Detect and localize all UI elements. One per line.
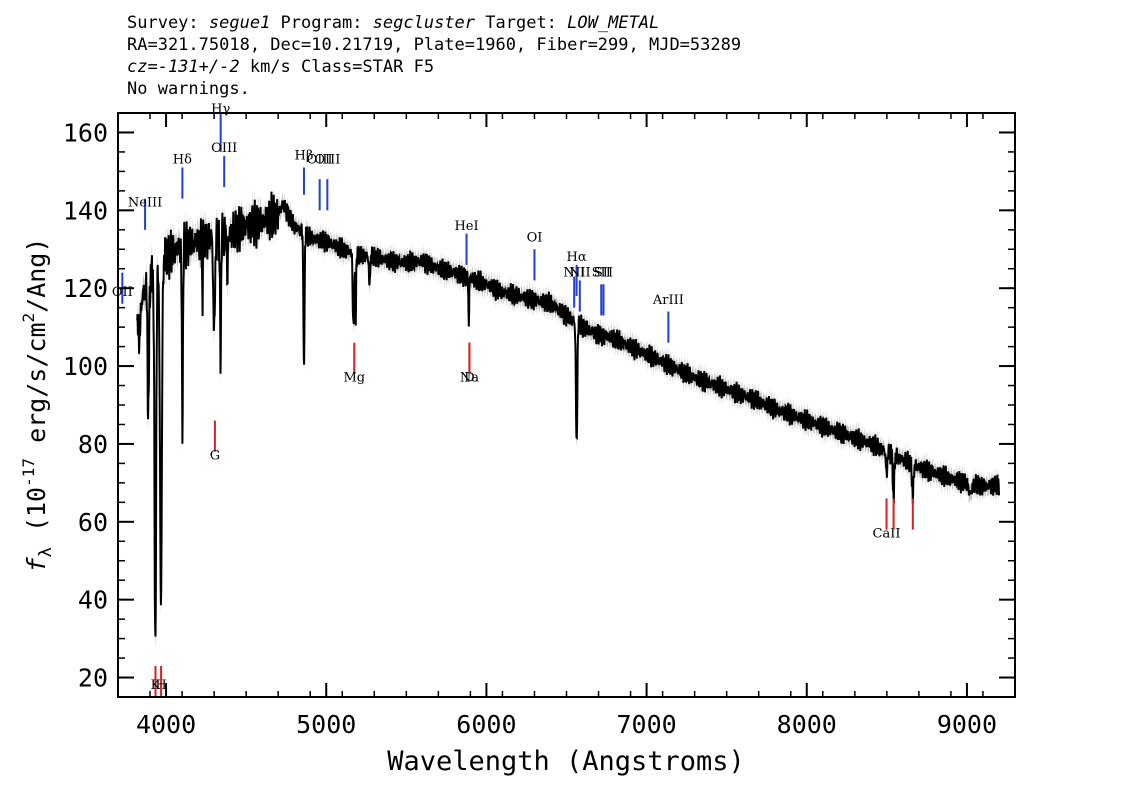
y-tick-label-6: 140 <box>63 196 108 225</box>
class-value: km/s Class=STAR F5 <box>239 57 435 77</box>
y-label-mid1: (10 <box>22 487 51 547</box>
x-tick-label-3: 7000 <box>616 710 676 739</box>
program-label: Program: <box>270 13 373 33</box>
emission-label-14: SII <box>594 266 613 281</box>
absorption-label-5: D <box>464 371 474 386</box>
emission-label-4: OIII <box>211 141 237 156</box>
absorption-label-1: H <box>155 678 166 693</box>
spectrum-line <box>136 191 1000 637</box>
absorption-label-6: CaII <box>873 526 901 541</box>
emission-label-7: OIII <box>314 153 340 168</box>
target-value: LOW_METAL <box>567 13 660 33</box>
survey-value: segue1 <box>208 13 271 33</box>
x-tick-label-5: 9000 <box>937 710 997 739</box>
emission-label-6: OIII <box>307 153 333 168</box>
y-label-f: f <box>22 556 51 572</box>
absorption-label-0: K <box>151 678 161 693</box>
x-tick-label-1: 5000 <box>296 710 356 739</box>
y-tick-label-4: 100 <box>63 352 108 381</box>
y-tick-label-1: 40 <box>78 586 108 615</box>
emission-label-2: Hδ <box>173 153 192 168</box>
absorption-label-3: Mg <box>343 371 365 386</box>
header-line-1: Survey: segue1 Program: segcluster Targe… <box>127 12 741 34</box>
emission-label-10: NII <box>563 266 585 281</box>
y-label-sub: λ <box>36 547 56 557</box>
y-label-end: /Ang) <box>22 238 51 313</box>
emission-label-11: Hα <box>567 250 587 265</box>
target-label: Target: <box>475 13 568 33</box>
emission-label-15: ArIII <box>652 293 684 308</box>
emission-label-8: HeI <box>454 219 478 234</box>
y-axis-label: fλ (10-17 erg/s/cm2/Ang) <box>19 238 56 573</box>
header-line-3: cz=-131+/-2 km/s Class=STAR F5 <box>127 56 741 78</box>
header-line-4: No warnings. <box>127 79 250 99</box>
absorption-label-2: G <box>210 449 220 464</box>
emission-label-5: Hβ <box>295 149 314 164</box>
emission-label-1: NeIII <box>128 195 162 210</box>
x-tick-label-0: 4000 <box>136 710 196 739</box>
absorption-label-4: Na <box>460 371 479 386</box>
x-axis-label: Wavelength (Angstroms) <box>387 746 745 777</box>
emission-label-9: OI <box>527 230 543 245</box>
y-label-mid2: erg/s/cm <box>22 323 51 458</box>
y-tick-label-5: 120 <box>63 274 108 303</box>
y-tick-label-0: 20 <box>78 664 108 693</box>
program-value: segcluster <box>372 13 476 33</box>
chart-axes: 4000 5000 6000 7000 8000 9000 20 40 60 80 100 120 14… <box>63 112 1016 739</box>
header-line-2: RA=321.75018, Dec=10.21719, Plate=1960, … <box>127 35 742 55</box>
emission-label-13: SII <box>592 266 611 281</box>
y-tick-label-2: 60 <box>78 508 108 537</box>
y-label-exp1: -17 <box>19 458 38 487</box>
y-label-exp2: 2 <box>19 313 38 323</box>
x-tick-label-2: 6000 <box>456 710 516 739</box>
x-tick-label-4: 8000 <box>777 710 837 739</box>
y-tick-label-7: 160 <box>63 118 108 147</box>
emission-label-12: NII <box>569 266 591 281</box>
redshift-value: cz=-131+/-2 <box>127 57 240 77</box>
y-tick-label-3: 80 <box>78 430 108 459</box>
spectrum-header: Survey: segue1 Program: segcluster Targe… <box>127 12 741 100</box>
survey-label: Survey: <box>127 13 209 33</box>
